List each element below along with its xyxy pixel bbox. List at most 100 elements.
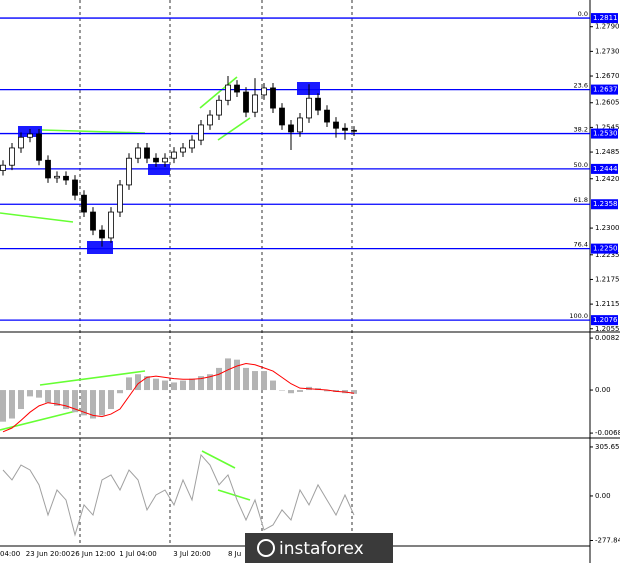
histogram-bar: [99, 390, 105, 416]
price-label: 1.2076: [593, 316, 618, 324]
candle-body: [270, 87, 276, 109]
histogram-bar: [90, 390, 96, 419]
price-label: 1.2637: [593, 86, 618, 94]
candle-body: [315, 97, 321, 111]
candle-body: [9, 147, 15, 166]
candle-body: [117, 184, 123, 213]
histogram-bar: [324, 390, 330, 392]
x-tick-label: 1 Jul 04:00: [119, 550, 157, 558]
histogram-bar: [225, 358, 231, 391]
histogram-bar: [45, 390, 51, 403]
candle-body: [45, 159, 51, 179]
price-label: 1.2444: [593, 165, 618, 173]
histogram-bar: [288, 390, 294, 394]
price-label-box: [591, 84, 618, 95]
candle-body: [243, 91, 249, 113]
histogram-bar: [180, 380, 186, 391]
y-tick-label: 1.2300: [595, 224, 620, 232]
candle-body: [198, 124, 204, 141]
histogram-bar: [243, 367, 249, 391]
trend-line: [41, 129, 146, 134]
y-tick-label: 0.00: [595, 386, 611, 394]
candle-body: [90, 211, 96, 231]
histogram-bar: [117, 390, 123, 394]
histogram-bar: [279, 390, 285, 391]
candle-body: [126, 157, 132, 186]
x-tick-label: 04:00: [0, 550, 20, 558]
trend-line: [39, 370, 146, 386]
price-label-box: [591, 163, 618, 174]
y-tick-label: 1.2605: [595, 99, 620, 107]
candle-body: [225, 84, 231, 101]
candle-body: [333, 121, 339, 129]
histogram-bar: [171, 382, 177, 391]
fib-label: 23.6: [574, 82, 588, 90]
fib-label: 61.8: [574, 196, 588, 204]
fib-label: 100.0: [569, 312, 588, 320]
candle-body: [144, 147, 150, 159]
fib-label: 76.4: [574, 241, 588, 249]
candle-body: [342, 127, 348, 131]
trend-line: [0, 212, 74, 223]
candle-body: [54, 175, 60, 179]
y-tick-label: 0.00821: [595, 334, 620, 342]
histogram-bar: [144, 376, 150, 391]
fib-label: 0.0: [578, 10, 588, 18]
candle-body: [162, 157, 168, 163]
candle-body: [18, 136, 24, 149]
y-tick-label: 1.2730: [595, 47, 620, 55]
y-tick-label: 1.2055: [595, 325, 620, 333]
signal-line: [2, 362, 355, 433]
histogram-bar: [189, 378, 195, 391]
histogram-bar: [27, 390, 33, 397]
watermark-logo: [257, 539, 275, 557]
histogram-bar: [351, 390, 357, 394]
x-tick-label: 23 Jun 20:00: [26, 550, 70, 558]
histogram-bar: [207, 374, 213, 391]
price-label: 1.2358: [593, 200, 618, 208]
histogram-bar: [0, 390, 6, 422]
price-label: 1.2811: [593, 14, 618, 22]
price-label: 1.2530: [593, 130, 618, 138]
candle-body: [216, 99, 222, 116]
watermark-box: [245, 533, 393, 563]
candle-body: [297, 117, 303, 133]
histogram-bar: [261, 371, 267, 391]
y-tick-label: 1.2115: [595, 300, 620, 308]
histogram-bar: [9, 390, 15, 419]
candle-body: [153, 157, 159, 163]
watermark: instaforex: [279, 539, 364, 559]
y-tick-label: 1.2670: [595, 72, 620, 80]
y-tick-label: 305.6521: [595, 443, 620, 451]
x-tick-label: 26 Jun 12:00: [71, 550, 115, 558]
trend-line: [199, 76, 238, 109]
price-label-box: [591, 315, 618, 326]
candle-body: [36, 133, 42, 161]
x-tick-label: 8 Ju: [228, 550, 241, 558]
histogram-bar: [162, 380, 168, 391]
y-tick-label: 1.2175: [595, 275, 620, 283]
candle-body: [135, 147, 141, 159]
candle-body: [234, 84, 240, 93]
price-label-box: [591, 243, 618, 254]
histogram-bar: [153, 378, 159, 391]
candle-body: [252, 94, 258, 113]
trend-line: [201, 450, 236, 469]
indicator-line: [2, 453, 355, 537]
fib-label: 50.0: [574, 161, 588, 169]
candle-body: [27, 133, 33, 138]
y-tick-label: 1.2235: [595, 251, 620, 259]
candle-body: [180, 147, 186, 153]
histogram-bar: [63, 390, 69, 410]
candle-body: [189, 139, 195, 149]
y-tick-label: 1.2790: [595, 23, 620, 31]
histogram-bar: [216, 367, 222, 391]
histogram-bar: [198, 376, 204, 391]
candle-body: [0, 164, 6, 171]
candle-body: [72, 179, 78, 196]
trend-line: [217, 489, 251, 501]
candle-body: [108, 211, 114, 239]
candle-body: [81, 194, 87, 213]
histogram-bar: [72, 390, 78, 413]
